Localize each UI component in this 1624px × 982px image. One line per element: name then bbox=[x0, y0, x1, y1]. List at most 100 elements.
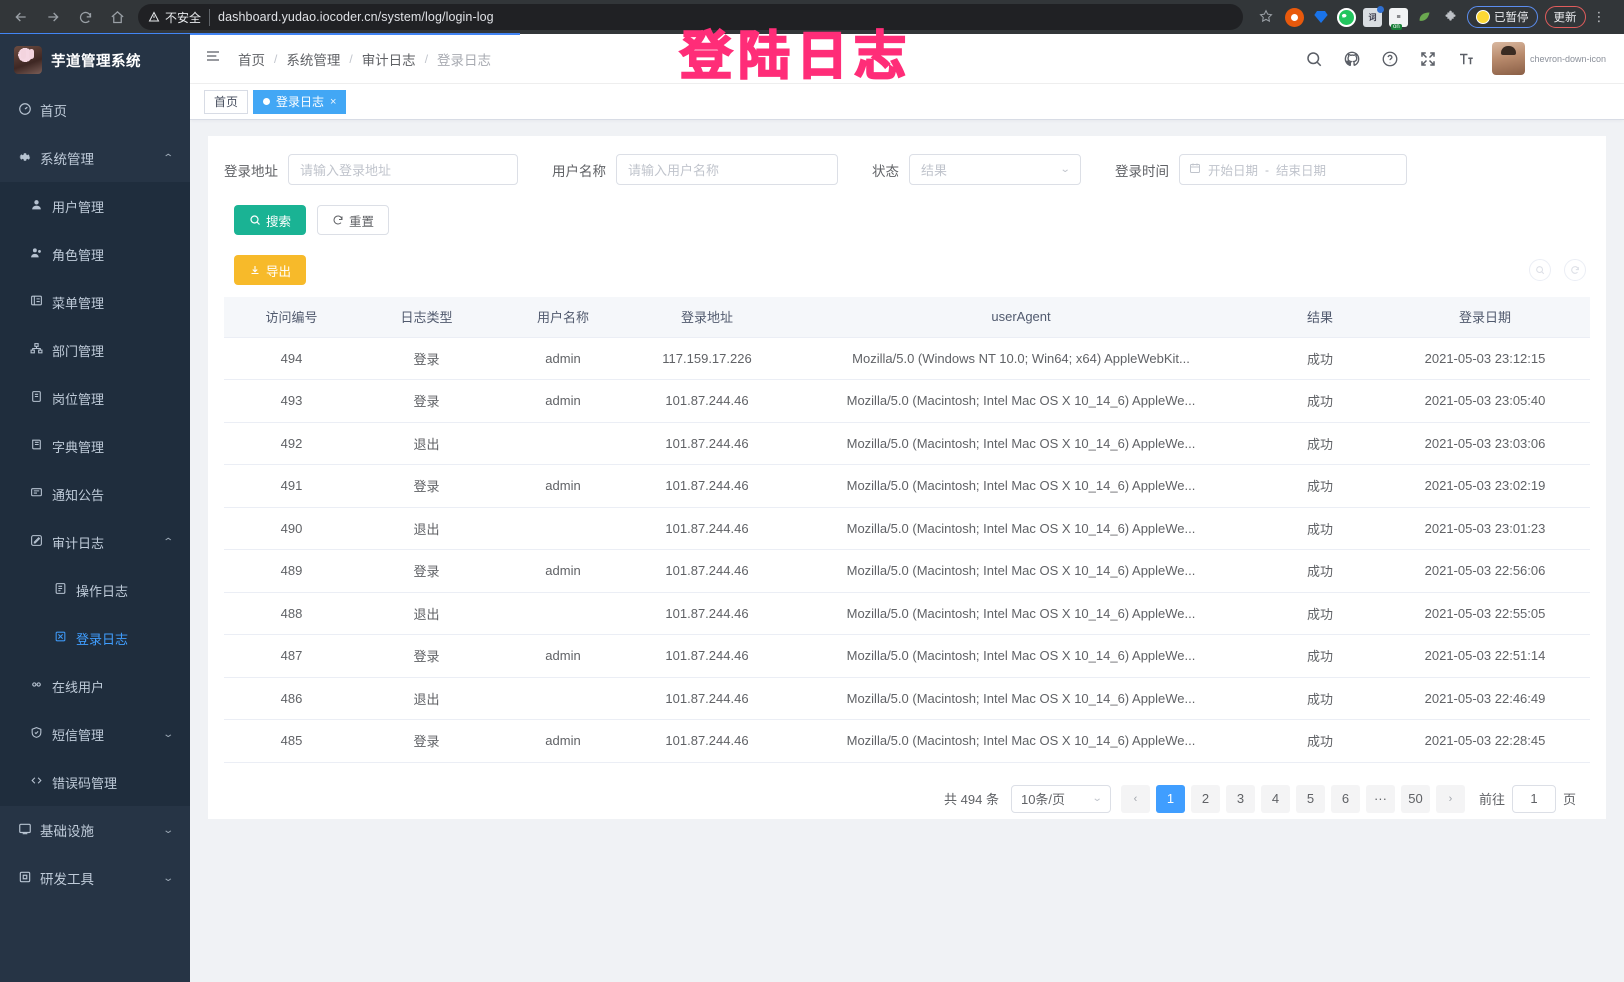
sidebar-item-audit-log[interactable]: 审计日志 ⌃ bbox=[0, 518, 190, 566]
column-header-ua[interactable]: userAgent bbox=[782, 297, 1260, 338]
sidebar-item-post-mgmt[interactable]: 岗位管理 bbox=[0, 374, 190, 422]
export-button[interactable]: 导出 bbox=[234, 255, 307, 285]
column-header-date[interactable]: 登录日期 bbox=[1380, 297, 1590, 338]
sidebar-item-infra[interactable]: 基础设施 ⌄ bbox=[0, 806, 190, 854]
user-menu[interactable]: chevron-down-icon bbox=[1491, 42, 1606, 75]
table-row[interactable]: 493 登录 admin 101.87.244.46 Mozilla/5.0 (… bbox=[224, 379, 1590, 423]
browser-menu-icon[interactable]: ⋮ bbox=[1592, 9, 1607, 24]
wechat-icon[interactable] bbox=[1337, 7, 1356, 27]
close-icon[interactable]: × bbox=[330, 95, 337, 108]
infra-icon bbox=[18, 822, 40, 839]
search-icon[interactable] bbox=[1305, 49, 1324, 68]
dictionary-icon[interactable]: 词 bbox=[1363, 5, 1384, 27]
paused-label: 已暂停 bbox=[1494, 12, 1529, 24]
cell-user: admin bbox=[494, 719, 632, 763]
page-button-4[interactable]: 4 bbox=[1260, 784, 1290, 813]
table-row[interactable]: 485 登录 admin 101.87.244.46 Mozilla/5.0 (… bbox=[224, 719, 1590, 763]
sidebar-item-notice[interactable]: 通知公告 bbox=[0, 470, 190, 518]
hamburger-menu-icon[interactable] bbox=[204, 48, 222, 69]
tag-home[interactable]: 首页 bbox=[204, 89, 249, 114]
tag-active-dot-icon bbox=[263, 98, 271, 105]
home-icon[interactable] bbox=[102, 2, 132, 32]
sidebar-item-home[interactable]: 首页 bbox=[0, 86, 190, 134]
refresh-icon[interactable] bbox=[1564, 259, 1586, 281]
column-header-user[interactable]: 用户名称 bbox=[494, 297, 632, 338]
back-arrow-icon[interactable] bbox=[6, 2, 36, 32]
column-header-ip[interactable]: 登录地址 bbox=[632, 297, 782, 338]
sidebar-item-dict-mgmt[interactable]: 字典管理 bbox=[0, 422, 190, 470]
translate-icon[interactable]: ≡ on bbox=[1389, 7, 1408, 30]
page-button-last[interactable]: 50 bbox=[1400, 784, 1430, 813]
puzzle-icon[interactable] bbox=[1441, 8, 1460, 27]
page-button-1[interactable]: 1 bbox=[1155, 784, 1185, 813]
reload-icon[interactable] bbox=[70, 2, 100, 32]
login-time-daterange[interactable]: 开始日期 - 结束日期 bbox=[1179, 154, 1407, 185]
sidebar-item-user-mgmt[interactable]: 用户管理 bbox=[0, 182, 190, 230]
chevron-down-icon[interactable]: chevron-down-icon bbox=[1529, 53, 1606, 64]
address-bar[interactable]: 不安全 dashboard.yudao.iocoder.cn/system/lo… bbox=[138, 4, 1243, 30]
sidebar-item-error-code[interactable]: 错误码管理 bbox=[0, 758, 190, 806]
sidebar-item-system[interactable]: 系统管理 ⌃ bbox=[0, 134, 190, 182]
github-icon[interactable] bbox=[1343, 49, 1362, 68]
form-buttons: 搜索 重置 bbox=[234, 205, 1590, 235]
help-circle-icon[interactable] bbox=[1381, 49, 1400, 68]
status-select[interactable]: 结果 ⌄ bbox=[909, 154, 1081, 185]
sidebar-item-sms-mgmt[interactable]: 短信管理 ⌄ bbox=[0, 710, 190, 758]
paused-extension-pill[interactable]: 已暂停 bbox=[1467, 6, 1538, 28]
announcement-icon bbox=[30, 486, 52, 502]
search-button[interactable]: 搜索 bbox=[234, 205, 307, 235]
fullscreen-icon[interactable] bbox=[1419, 49, 1438, 68]
sidebar-item-login-log[interactable]: 登录日志 bbox=[0, 614, 190, 662]
brand[interactable]: 芋道管理系统 bbox=[0, 34, 190, 86]
font-size-icon[interactable] bbox=[1457, 49, 1476, 68]
prev-page-button[interactable]: ‹ bbox=[1120, 784, 1150, 813]
forward-arrow-icon[interactable] bbox=[38, 2, 68, 32]
table-row[interactable]: 491 登录 admin 101.87.244.46 Mozilla/5.0 (… bbox=[224, 464, 1590, 508]
bookmark-star-icon[interactable] bbox=[1253, 9, 1279, 26]
sidebar-item-dev-tools[interactable]: 研发工具 ⌄ bbox=[0, 854, 190, 902]
sidebar-item-role-mgmt[interactable]: 角色管理 bbox=[0, 230, 190, 278]
cell-date: 2021-05-03 23:12:15 bbox=[1380, 337, 1590, 380]
breadcrumb-item-home[interactable]: 首页 bbox=[238, 52, 265, 68]
page-button-5[interactable]: 5 bbox=[1295, 784, 1325, 813]
sidebar-item-dept-mgmt[interactable]: 部门管理 bbox=[0, 326, 190, 374]
cell-id: 486 bbox=[224, 677, 359, 720]
table-row[interactable]: 492 退出 101.87.244.46 Mozilla/5.0 (Macint… bbox=[224, 422, 1590, 465]
table-row[interactable]: 494 登录 admin 117.159.17.226 Mozilla/5.0 … bbox=[224, 337, 1590, 380]
breadcrumb-item-audit[interactable]: 审计日志 bbox=[361, 52, 416, 68]
login-address-input[interactable]: 请输入登录地址 bbox=[288, 154, 518, 185]
cell-type: 退出 bbox=[359, 677, 494, 720]
next-page-button[interactable]: › bbox=[1435, 784, 1465, 813]
column-header-type[interactable]: 日志类型 bbox=[359, 297, 494, 338]
table-row[interactable]: 487 登录 admin 101.87.244.46 Mozilla/5.0 (… bbox=[224, 634, 1590, 678]
security-warning-badge[interactable]: 不安全 bbox=[148, 8, 211, 26]
table-row[interactable]: 488 退出 101.87.244.46 Mozilla/5.0 (Macint… bbox=[224, 592, 1590, 635]
leaf-icon[interactable] bbox=[1415, 8, 1434, 27]
sidebar-item-operation-log[interactable]: 操作日志 bbox=[0, 566, 190, 614]
page-ellipsis[interactable]: ··· bbox=[1365, 784, 1395, 813]
table-row[interactable]: 490 退出 101.87.244.46 Mozilla/5.0 (Macint… bbox=[224, 507, 1590, 550]
page-button-6[interactable]: 6 bbox=[1330, 784, 1360, 813]
column-header-result[interactable]: 结果 bbox=[1260, 297, 1380, 338]
jump-page-input[interactable]: 1 bbox=[1511, 784, 1556, 813]
sidebar-item-online-user[interactable]: 在线用户 bbox=[0, 662, 190, 710]
page-button-3[interactable]: 3 bbox=[1225, 784, 1255, 813]
breadcrumb-item-system[interactable]: 系统管理 bbox=[286, 52, 341, 68]
page-size-select[interactable]: 10条/页 ⌄ bbox=[1010, 784, 1111, 813]
table-row[interactable]: 489 登录 admin 101.87.244.46 Mozilla/5.0 (… bbox=[224, 549, 1590, 593]
tag-label: 首页 bbox=[214, 95, 239, 109]
cell-type: 登录 bbox=[359, 634, 494, 678]
username-input[interactable]: 请输入用户名称 bbox=[616, 154, 838, 185]
reset-button[interactable]: 重置 bbox=[317, 205, 390, 235]
tag-login-log[interactable]: 登录日志 × bbox=[253, 89, 347, 114]
ublock-icon[interactable] bbox=[1285, 7, 1304, 27]
diamond-icon[interactable] bbox=[1311, 8, 1330, 27]
table-toolbar: 导出 bbox=[234, 255, 1590, 285]
user-avatar[interactable] bbox=[1491, 42, 1525, 75]
search-toggle-icon[interactable] bbox=[1529, 259, 1551, 281]
page-button-2[interactable]: 2 bbox=[1190, 784, 1220, 813]
column-header-id[interactable]: 访问编号 bbox=[224, 297, 359, 338]
table-row[interactable]: 486 退出 101.87.244.46 Mozilla/5.0 (Macint… bbox=[224, 677, 1590, 720]
update-button[interactable]: 更新 bbox=[1544, 6, 1586, 28]
sidebar-item-menu-mgmt[interactable]: 菜单管理 bbox=[0, 278, 190, 326]
